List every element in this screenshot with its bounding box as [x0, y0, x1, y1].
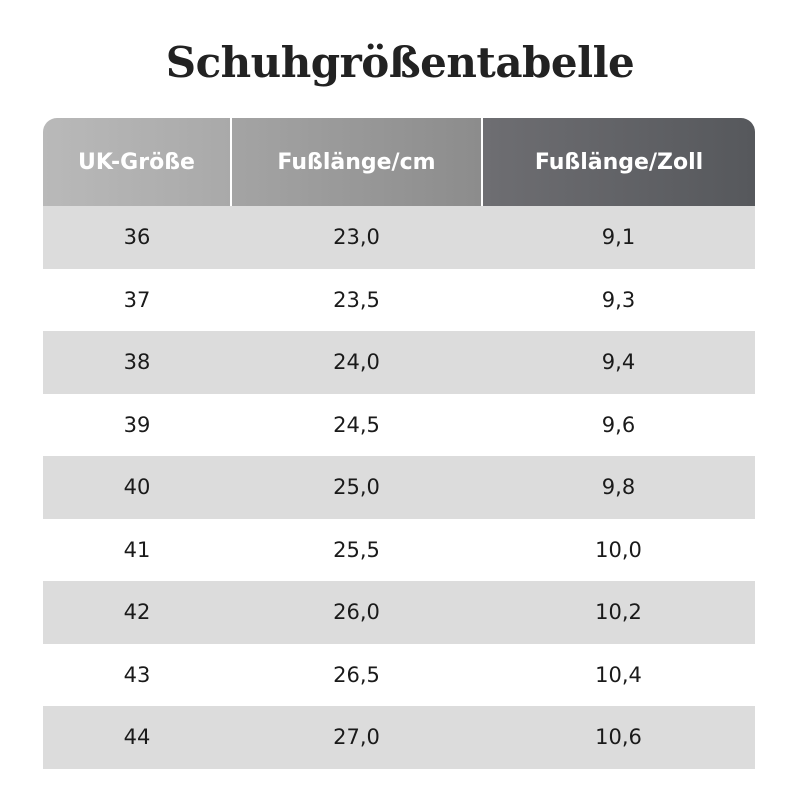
table-row: 41 25,5 10,0 — [43, 518, 755, 581]
cell-foot-length-inch: 10,0 — [482, 518, 755, 581]
cell-foot-length-cm: 26,0 — [231, 581, 482, 644]
cell-uk-size: 42 — [43, 581, 231, 644]
cell-uk-size: 43 — [43, 643, 231, 706]
column-header-foot-length-cm: Fußlänge/cm — [231, 118, 483, 206]
cell-foot-length-cm: 23,0 — [231, 206, 482, 269]
table-row: 37 23,5 9,3 — [43, 268, 755, 331]
cell-uk-size: 39 — [43, 393, 231, 456]
table-row: 36 23,0 9,1 — [43, 206, 755, 269]
table-header-row: UK-Größe Fußlänge/cm Fußlänge/Zoll — [43, 118, 755, 206]
cell-foot-length-inch: 9,6 — [482, 393, 755, 456]
table-row: 40 25,0 9,8 — [43, 456, 755, 519]
column-header-foot-length-inch: Fußlänge/Zoll — [482, 118, 755, 206]
cell-uk-size: 40 — [43, 456, 231, 519]
cell-foot-length-inch: 9,4 — [482, 331, 755, 394]
cell-foot-length-inch: 9,8 — [482, 456, 755, 519]
table-row: 43 26,5 10,4 — [43, 643, 755, 706]
cell-foot-length-cm: 24,5 — [231, 393, 482, 456]
table-row: 39 24,5 9,6 — [43, 393, 755, 456]
size-chart-table: UK-Größe Fußlänge/cm Fußlänge/Zoll 36 23… — [43, 118, 755, 769]
table-row: 38 24,0 9,4 — [43, 331, 755, 394]
cell-uk-size: 41 — [43, 518, 231, 581]
cell-foot-length-cm: 27,0 — [231, 706, 482, 769]
cell-foot-length-inch: 9,1 — [482, 206, 755, 269]
cell-foot-length-inch: 10,4 — [482, 643, 755, 706]
cell-foot-length-inch: 9,3 — [482, 268, 755, 331]
cell-foot-length-cm: 25,0 — [231, 456, 482, 519]
cell-uk-size: 44 — [43, 706, 231, 769]
table-row: 44 27,0 10,6 — [43, 706, 755, 769]
cell-foot-length-cm: 26,5 — [231, 643, 482, 706]
table-row: 42 26,0 10,2 — [43, 581, 755, 644]
page-title: Schuhgrößentabelle — [165, 38, 635, 87]
cell-foot-length-inch: 10,2 — [482, 581, 755, 644]
cell-foot-length-cm: 25,5 — [231, 518, 482, 581]
cell-uk-size: 36 — [43, 206, 231, 269]
cell-uk-size: 38 — [43, 331, 231, 394]
column-header-uk-size: UK-Größe — [43, 118, 232, 206]
cell-foot-length-inch: 10,6 — [482, 706, 755, 769]
cell-foot-length-cm: 24,0 — [231, 331, 482, 394]
cell-uk-size: 37 — [43, 268, 231, 331]
cell-foot-length-cm: 23,5 — [231, 268, 482, 331]
